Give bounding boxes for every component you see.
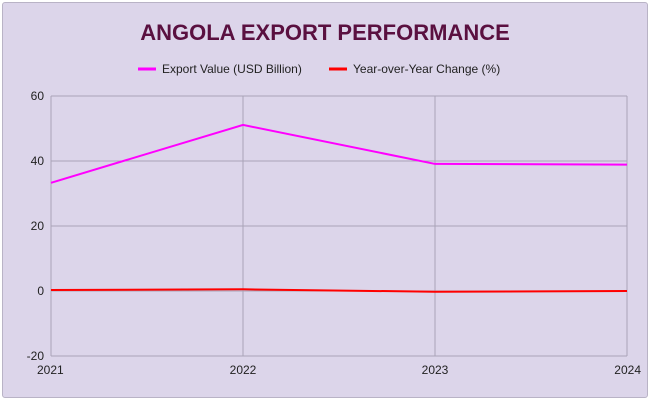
- series-line-export-value: [50, 123, 628, 184]
- x-tick-label: 2024: [614, 363, 641, 377]
- y-tick-label: 40: [31, 154, 45, 168]
- y-tick-label: -20: [27, 349, 45, 363]
- x-tick-label: 2023: [422, 363, 449, 377]
- x-tick-label: 2021: [37, 363, 64, 377]
- y-tick-label: 20: [31, 219, 45, 233]
- legend-label: Export Value (USD Billion): [162, 62, 302, 76]
- legend-label: Year-over-Year Change (%): [353, 62, 500, 76]
- series-line-yoy-change: [50, 288, 628, 293]
- x-tick-label: 2022: [230, 363, 257, 377]
- y-tick-label: 0: [37, 284, 44, 298]
- chart-title: ANGOLA EXPORT PERFORMANCE: [140, 20, 510, 45]
- y-tick-label: 60: [31, 89, 45, 103]
